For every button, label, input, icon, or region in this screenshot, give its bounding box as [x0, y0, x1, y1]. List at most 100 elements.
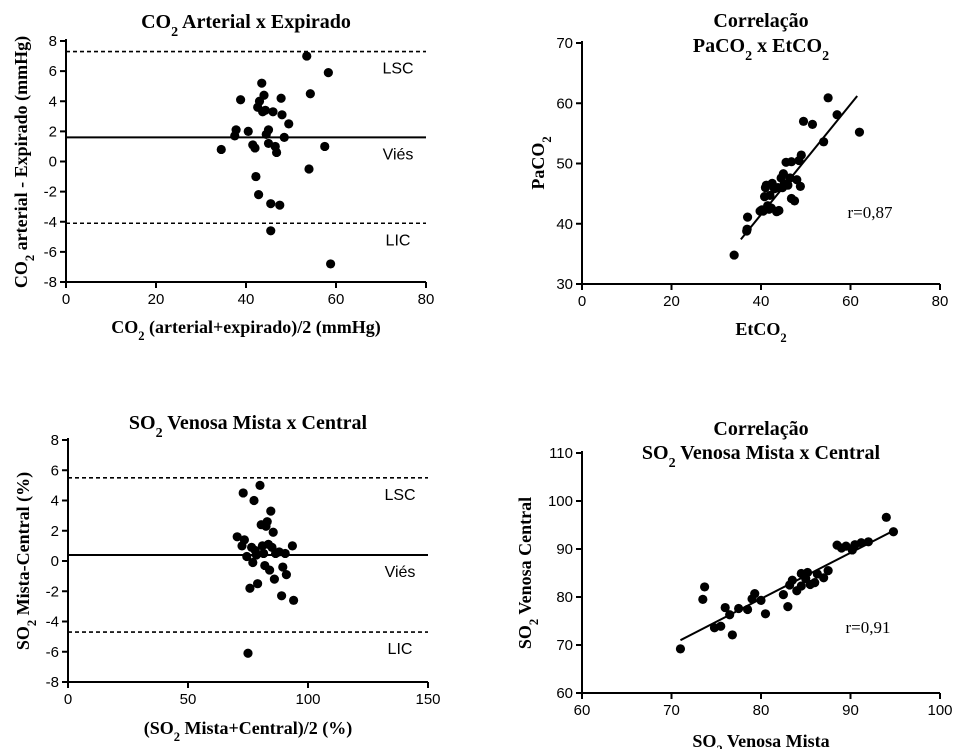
data-point: [729, 250, 739, 260]
data-point: [750, 589, 760, 599]
data-point: [242, 551, 252, 562]
data-point: [819, 137, 829, 147]
data-point: [774, 205, 784, 216]
data-point: [832, 110, 842, 120]
y-tick-label: -8: [46, 674, 59, 691]
chart-subtitle-post: x EtCO: [752, 35, 822, 57]
x-tick-label: 0: [62, 291, 70, 308]
chart-title-sub: 2: [171, 25, 178, 40]
data-point: [789, 196, 800, 206]
data-point: [304, 164, 314, 174]
chart-ba_so2: SO2 Venosa Mista x Central-8-6-4-2024680…: [13, 412, 441, 744]
data-point: [778, 169, 788, 179]
line-label: LSC: [382, 61, 413, 78]
data-point: [787, 575, 797, 585]
data-point: [257, 78, 267, 88]
data-point: [266, 226, 276, 236]
y-axis-title-sub: 2: [540, 136, 554, 142]
data-point: [863, 537, 874, 547]
x-tick-label: 60: [574, 702, 591, 719]
y-tick-label: -4: [44, 214, 57, 231]
data-point: [278, 562, 288, 572]
data-point: [265, 565, 275, 575]
x-tick-label: 100: [927, 702, 952, 719]
y-axis-title-sub: 2: [25, 620, 39, 626]
line-label: LIC: [386, 232, 411, 249]
y-tick-label: -4: [46, 614, 59, 631]
y-tick-label: 2: [49, 123, 57, 140]
line-label: LIC: [388, 641, 413, 658]
x-axis-title-sub: 2: [716, 743, 722, 749]
chart-title: CO2 Arterial x Expirado: [141, 11, 351, 40]
data-point: [276, 93, 286, 103]
data-point: [259, 548, 269, 559]
data-point: [810, 578, 820, 588]
chart-title-sub: 2: [156, 426, 163, 441]
data-point: [248, 557, 258, 568]
y-tick-label: -2: [44, 184, 57, 201]
data-point: [277, 110, 287, 120]
y-tick-label: -6: [44, 244, 57, 261]
y-axis-title: SO2 Mista-Central (%): [13, 472, 39, 650]
data-point: [802, 567, 813, 578]
x-tick-label: 20: [663, 293, 680, 310]
data-point: [232, 532, 242, 542]
y-tick-label: 0: [51, 553, 59, 570]
data-point: [881, 512, 891, 522]
y-tick-label: -6: [46, 644, 59, 661]
data-point: [323, 68, 333, 78]
data-point: [243, 126, 253, 136]
x-tick-label: 70: [663, 702, 680, 719]
chart-title: Correlação: [713, 10, 808, 32]
x-tick-label: 20: [148, 291, 165, 308]
data-point: [263, 125, 274, 135]
chart-title-pre: SO: [129, 412, 156, 434]
data-point: [272, 147, 282, 158]
data-point: [854, 127, 865, 137]
data-point: [742, 212, 753, 222]
data-point: [305, 89, 315, 99]
x-axis-title-pre: EtCO: [735, 319, 780, 339]
x-tick-label: 50: [180, 691, 197, 708]
data-point: [795, 181, 805, 191]
chart-subtitle-sub2: 2: [822, 49, 829, 64]
data-point: [249, 495, 259, 506]
chart-title-pre: CO: [141, 11, 171, 33]
y-tick-label: 80: [556, 589, 573, 606]
x-axis-title-post: Mista+Central)/2 (%): [180, 718, 352, 739]
x-tick-label: 80: [418, 291, 435, 308]
chart-subtitle-pre: PaCO: [693, 35, 745, 57]
chart-title-pre: Correlação: [713, 10, 808, 32]
data-point: [302, 51, 312, 61]
line-label: Viés: [383, 146, 414, 163]
data-point: [823, 566, 833, 576]
y-tick-label: 90: [556, 541, 573, 558]
data-point: [823, 93, 833, 103]
data-point: [236, 95, 246, 105]
data-point: [778, 590, 788, 600]
correlation-label: r=0,91: [846, 618, 891, 637]
data-point: [786, 157, 797, 167]
correlation-label: r=0,87: [848, 203, 893, 222]
data-point: [742, 604, 753, 615]
chart-title-pre: Correlação: [713, 418, 808, 440]
data-point: [254, 190, 264, 200]
data-point: [698, 594, 708, 605]
x-axis-title-sub: 2: [138, 329, 144, 343]
y-axis-title-sub: 2: [23, 255, 37, 261]
line-label: Viés: [385, 564, 416, 581]
data-point: [727, 630, 737, 640]
y-axis-title-pre: PaCO: [528, 143, 548, 190]
data-point: [281, 570, 291, 580]
x-axis-title: SO2 Venosa Mista: [692, 731, 829, 749]
y-tick-label: 0: [49, 154, 57, 171]
data-point: [798, 116, 809, 126]
y-axis-title-post: arterial - Expirado (mmHg): [11, 36, 32, 255]
data-point: [238, 488, 248, 498]
x-tick-label: 40: [753, 293, 770, 310]
chart-subtitle-sub: 2: [669, 456, 676, 471]
data-point: [326, 259, 336, 269]
y-tick-label: 8: [49, 33, 57, 50]
